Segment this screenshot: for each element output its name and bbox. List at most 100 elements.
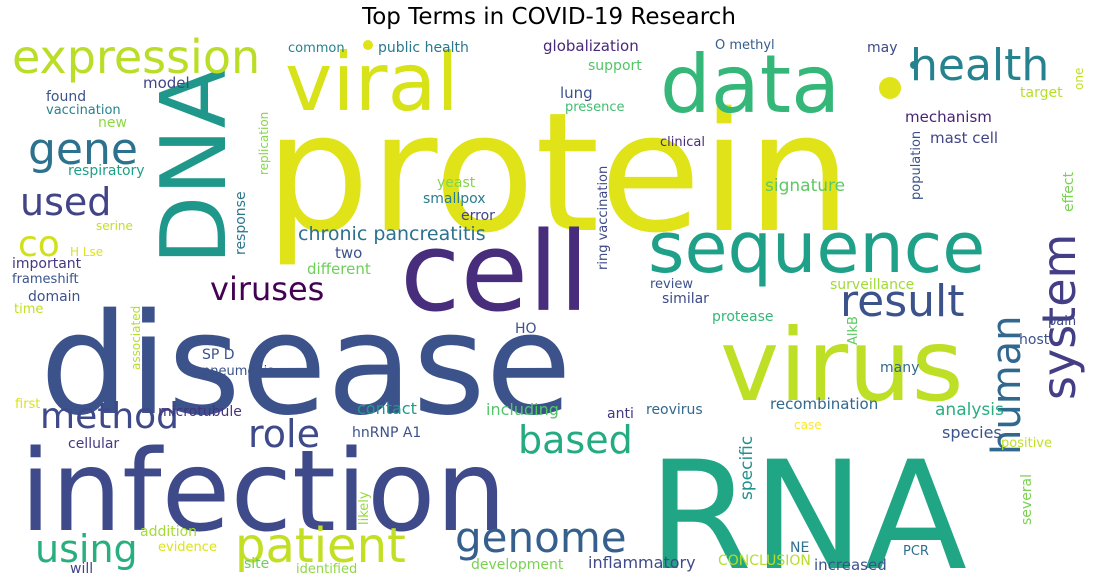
word-ring-vaccination: ring vaccination bbox=[596, 166, 611, 270]
word-rna: RNA bbox=[648, 430, 967, 586]
word-first: first bbox=[15, 397, 40, 412]
word-patient: patient bbox=[235, 518, 406, 574]
word-human: human bbox=[984, 315, 1030, 455]
word-anti: anti bbox=[607, 406, 634, 422]
word-o-methyl: O methyl bbox=[715, 38, 775, 53]
word-dna: DNA bbox=[142, 67, 247, 265]
word-co: co bbox=[18, 224, 60, 265]
word-new: new bbox=[98, 115, 127, 131]
word-different: different bbox=[307, 260, 371, 278]
word-will: will bbox=[70, 561, 93, 577]
word-signature: signature bbox=[765, 176, 845, 196]
word-mechanism: mechanism bbox=[905, 108, 992, 126]
word-vaccination: vaccination bbox=[46, 103, 121, 118]
word-yeast: yeast bbox=[437, 175, 476, 191]
word-smallpox: smallpox bbox=[423, 191, 486, 207]
word-host: host bbox=[1019, 332, 1050, 348]
word-associated: associated bbox=[129, 306, 143, 370]
word-viruses: viruses bbox=[210, 270, 324, 308]
word-one: one bbox=[1072, 68, 1086, 90]
word-chronic-pancreatitis: chronic pancreatitis bbox=[298, 223, 486, 245]
word-positive: positive bbox=[1001, 436, 1052, 451]
word-protease: protease bbox=[712, 309, 774, 325]
word-identified: identified bbox=[296, 562, 357, 577]
word-result: result bbox=[840, 276, 964, 327]
word-viral: viral bbox=[285, 36, 459, 129]
word-protein: protein bbox=[265, 77, 852, 269]
word-alkb: AlkB bbox=[846, 316, 861, 345]
word-pain: pain bbox=[1048, 314, 1076, 329]
word-sp-d: SP D bbox=[202, 347, 235, 363]
word-reovirus: reovirus bbox=[646, 402, 703, 418]
word-important: important bbox=[12, 256, 82, 272]
word-site: site bbox=[244, 556, 269, 572]
word-support: support bbox=[588, 58, 642, 74]
word-many: many bbox=[880, 360, 919, 376]
word-population: population bbox=[909, 131, 924, 200]
word-sequence: sequence bbox=[648, 207, 985, 289]
word-case: case bbox=[794, 418, 822, 432]
word-role: role bbox=[248, 412, 320, 456]
word-lung: lung bbox=[560, 84, 593, 102]
word-two: two bbox=[335, 244, 362, 262]
word-cell: cell bbox=[400, 208, 589, 336]
word-hnrnp-a1: hnRNP A1 bbox=[352, 425, 421, 441]
word-found: found bbox=[46, 89, 86, 105]
word-ne: NE bbox=[790, 540, 809, 556]
word-frameshift: frameshift bbox=[12, 272, 79, 287]
word-dot-2 bbox=[879, 77, 901, 99]
word-serine: serine bbox=[96, 219, 133, 233]
word-target: target bbox=[1020, 85, 1063, 101]
word-respiratory: respiratory bbox=[68, 163, 145, 179]
word-error: error bbox=[461, 208, 495, 224]
word-public-health: public health bbox=[378, 40, 469, 56]
word-inflammatory: inflammatory bbox=[588, 553, 696, 572]
word-microtubule: microtubule bbox=[158, 404, 242, 420]
word-increased: increased bbox=[814, 556, 887, 574]
word-conclusion: CONCLUSION bbox=[718, 553, 811, 569]
word-pcr: PCR bbox=[903, 544, 929, 559]
word-virus: virus bbox=[720, 307, 964, 424]
word-using: using bbox=[35, 527, 138, 571]
word-dot-1 bbox=[363, 40, 373, 50]
word-based: based bbox=[518, 418, 633, 462]
word-ho: HO bbox=[515, 321, 537, 337]
word-including: including bbox=[486, 400, 559, 419]
word-health: health bbox=[910, 40, 1049, 91]
word-evidence: evidence bbox=[158, 540, 217, 555]
word-presence: presence bbox=[565, 100, 624, 115]
word-dot-3 bbox=[910, 61, 918, 69]
word-expression: expression bbox=[12, 30, 260, 84]
word-development: development bbox=[471, 557, 564, 573]
word-contact: contact bbox=[357, 399, 417, 418]
word-system: system bbox=[1032, 234, 1086, 400]
word-recombination: recombination bbox=[770, 395, 878, 413]
word-specific: specific bbox=[737, 436, 757, 500]
chart-title: Top Terms in COVID-19 Research bbox=[362, 4, 736, 30]
word-gene: gene bbox=[28, 124, 138, 175]
word-addition: addition bbox=[140, 524, 197, 540]
word-domain: domain bbox=[28, 289, 80, 305]
word-effect: effect bbox=[1061, 171, 1077, 212]
word-pneumonia: pneumonia bbox=[202, 364, 275, 379]
word-may: may bbox=[867, 40, 898, 56]
word-used: used bbox=[20, 180, 111, 224]
word-cellular: cellular bbox=[68, 436, 119, 452]
word-model: model bbox=[143, 74, 190, 92]
word-analysis: analysis bbox=[935, 400, 1004, 420]
word-surveillance: surveillance bbox=[830, 277, 914, 293]
word-globalization: globalization bbox=[543, 37, 639, 55]
word-clinical: clinical bbox=[660, 135, 705, 150]
word-species: species bbox=[942, 423, 1002, 442]
word-genome: genome bbox=[455, 513, 627, 562]
word-data: data bbox=[660, 38, 840, 131]
word-h-lse: H Lse bbox=[70, 245, 103, 259]
word-replication: replication bbox=[257, 112, 271, 175]
word-mast-cell: mast cell bbox=[930, 129, 998, 147]
word-response: response bbox=[233, 191, 249, 255]
word-likely: likely bbox=[357, 491, 372, 525]
word-method: method bbox=[40, 396, 179, 437]
word-disease: disease bbox=[40, 284, 572, 447]
word-review: review bbox=[650, 277, 693, 292]
